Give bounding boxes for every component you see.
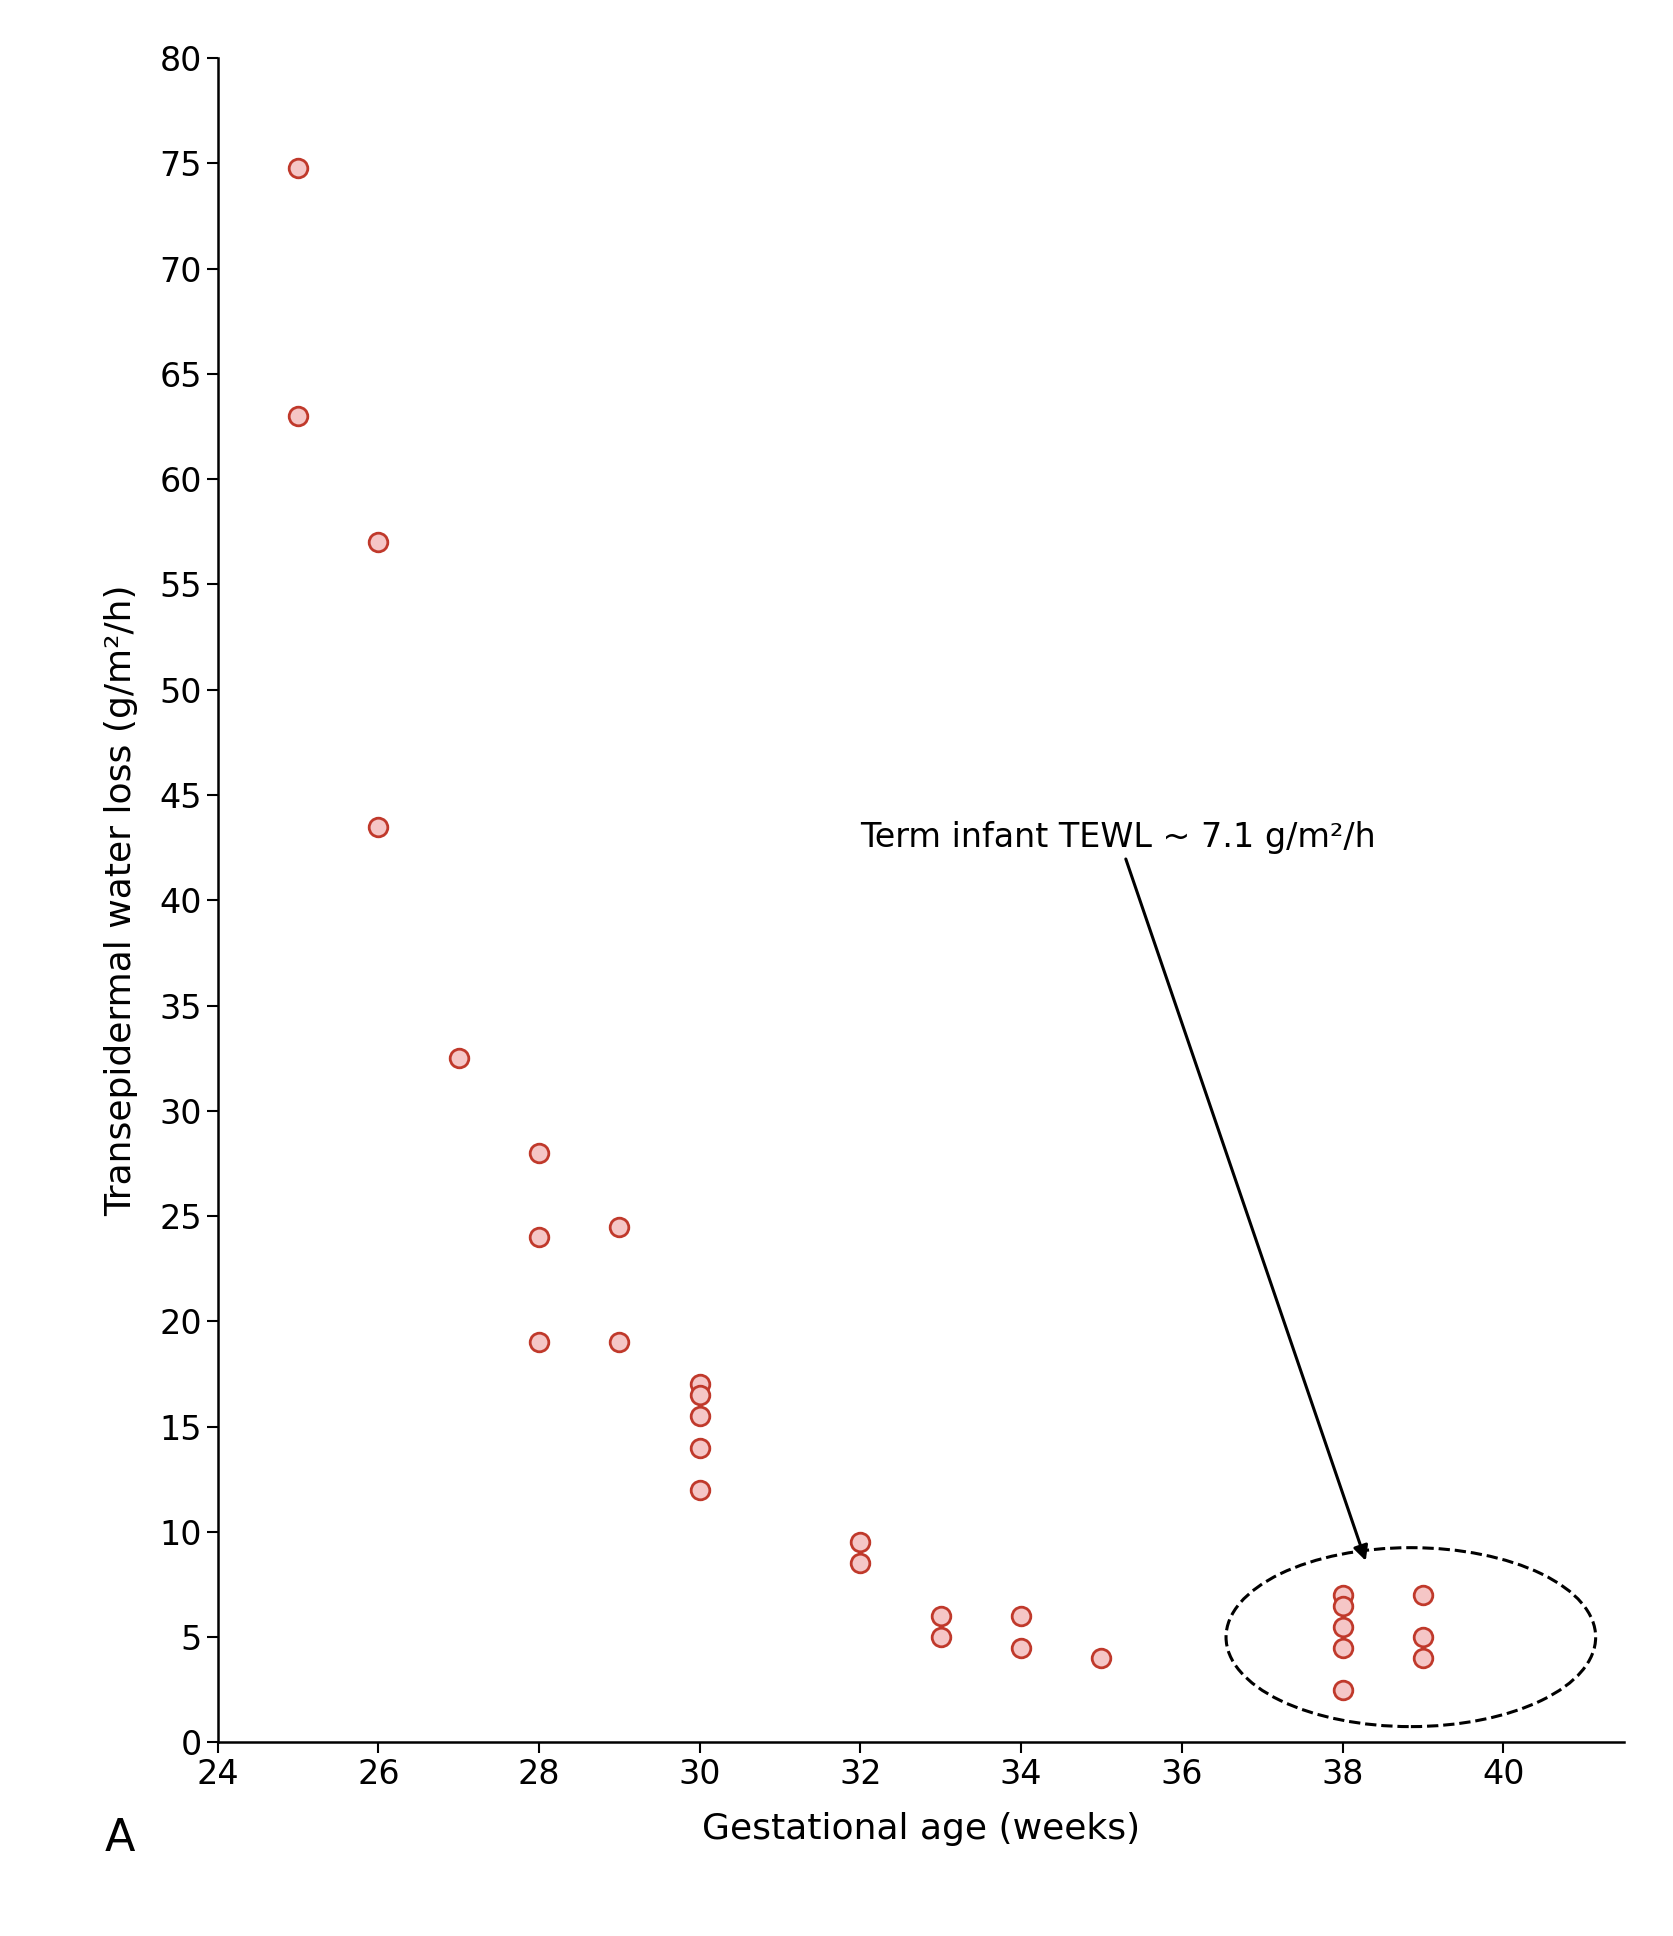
Point	[525, 1222, 552, 1253]
Text: Term infant TEWL ~ 7.1 g/m²/h: Term infant TEWL ~ 7.1 g/m²/h	[860, 821, 1375, 1558]
Point	[284, 153, 311, 184]
Point	[847, 1549, 873, 1580]
Point	[1409, 1580, 1435, 1611]
Point	[1328, 1675, 1355, 1706]
Point	[847, 1528, 873, 1558]
Point	[927, 1601, 954, 1632]
Point	[284, 401, 311, 432]
Point	[686, 1380, 713, 1411]
Point	[686, 1475, 713, 1506]
Y-axis label: Transepidermal water loss (g/m²/h): Transepidermal water loss (g/m²/h)	[104, 585, 139, 1216]
Point	[365, 811, 391, 842]
Point	[686, 1369, 713, 1400]
Point	[1007, 1632, 1034, 1663]
Text: A: A	[105, 1818, 136, 1860]
Point	[927, 1622, 954, 1653]
Point	[606, 1212, 632, 1243]
Point	[1328, 1632, 1355, 1663]
Point	[525, 1136, 552, 1167]
Point	[445, 1044, 472, 1074]
Point	[525, 1326, 552, 1357]
Point	[1328, 1611, 1355, 1642]
Point	[1328, 1580, 1355, 1611]
Point	[686, 1400, 713, 1431]
Point	[1007, 1601, 1034, 1632]
Point	[1328, 1589, 1355, 1620]
Point	[365, 527, 391, 558]
Point	[686, 1433, 713, 1464]
Point	[1409, 1642, 1435, 1673]
X-axis label: Gestational age (weeks): Gestational age (weeks)	[701, 1812, 1139, 1847]
Point	[1087, 1642, 1114, 1673]
Point	[606, 1326, 632, 1357]
Point	[1409, 1622, 1435, 1653]
